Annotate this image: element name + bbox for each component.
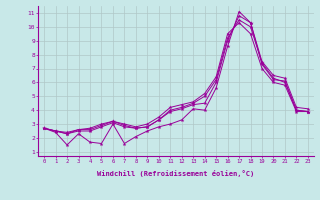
X-axis label: Windchill (Refroidissement éolien,°C): Windchill (Refroidissement éolien,°C): [97, 170, 255, 177]
